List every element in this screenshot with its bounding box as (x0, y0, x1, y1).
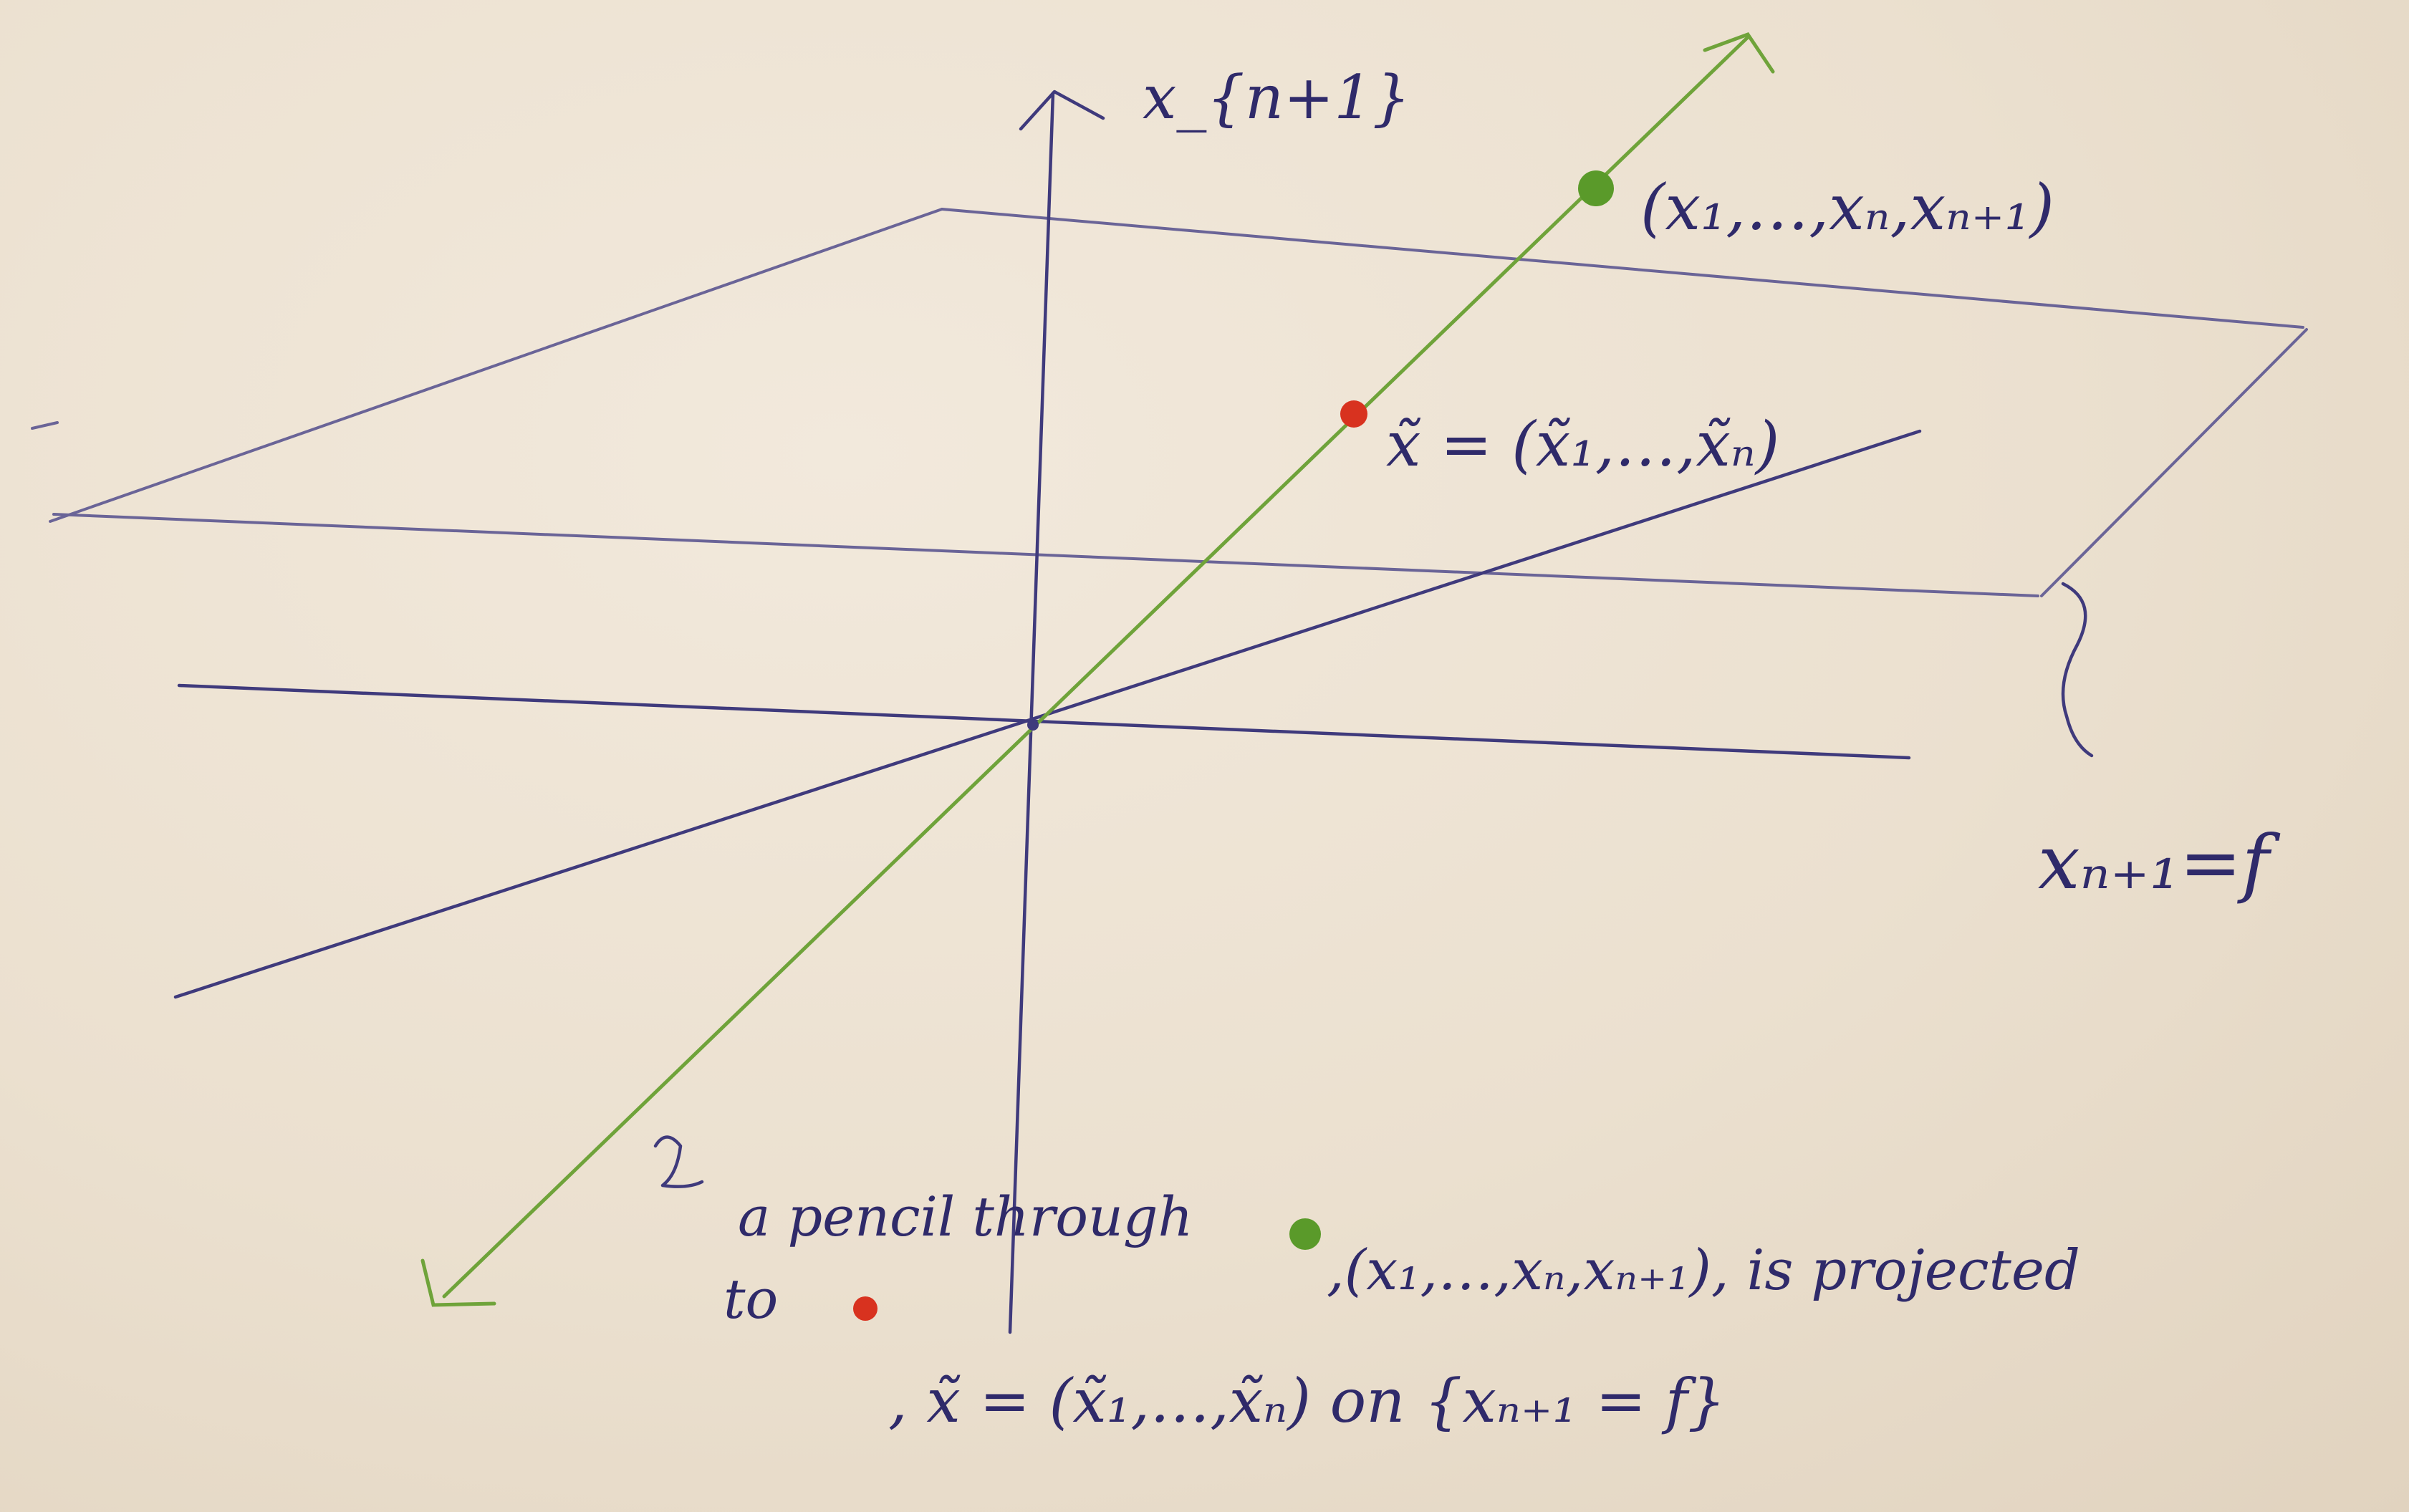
vertical-axis-arrowhead (1019, 90, 1105, 131)
green-point (1578, 170, 1614, 206)
stray-mark (31, 421, 59, 430)
origin-point (1027, 719, 1039, 731)
caption-line2-a: to (723, 1267, 778, 1331)
plane-left-edge (49, 208, 943, 523)
caption-red-dot (853, 1296, 877, 1321)
pencil-arrowhead-bottom (420, 1258, 496, 1307)
plane-right-edge (2040, 328, 2308, 597)
pencil-line (442, 35, 1750, 1299)
plane-top-edge (941, 208, 2304, 329)
caption-green-dot (1289, 1218, 1321, 1250)
caption-squiggle (653, 1135, 704, 1188)
pencil-arrowhead-top (1703, 32, 1775, 74)
vertical-axis (1008, 91, 1055, 1334)
plane-brace (2061, 582, 2094, 758)
vertical-axis-label: x_{n+1} (1143, 62, 1410, 133)
caption-line1-a: a pencil through (738, 1185, 1193, 1248)
caption-line1-b: ,(x₁,…,xₙ,xₙ₊₁), is projected (1327, 1238, 2080, 1303)
caption-line2-b: , x̃ = (x̃₁,…,x̃ₙ) on {xₙ₊₁ = f} (888, 1366, 1726, 1436)
horizontal-axis (177, 683, 1911, 760)
red-point-label: x̃ = (x̃₁,…,x̃ₙ) (1386, 409, 1779, 481)
plane-label: xₙ₊₁=f (2038, 819, 2281, 906)
red-point (1340, 400, 1367, 428)
green-point-label: (x₁,…,xₙ,xₙ₊₁) (1640, 170, 2054, 244)
plane-front-edge (52, 513, 2039, 597)
